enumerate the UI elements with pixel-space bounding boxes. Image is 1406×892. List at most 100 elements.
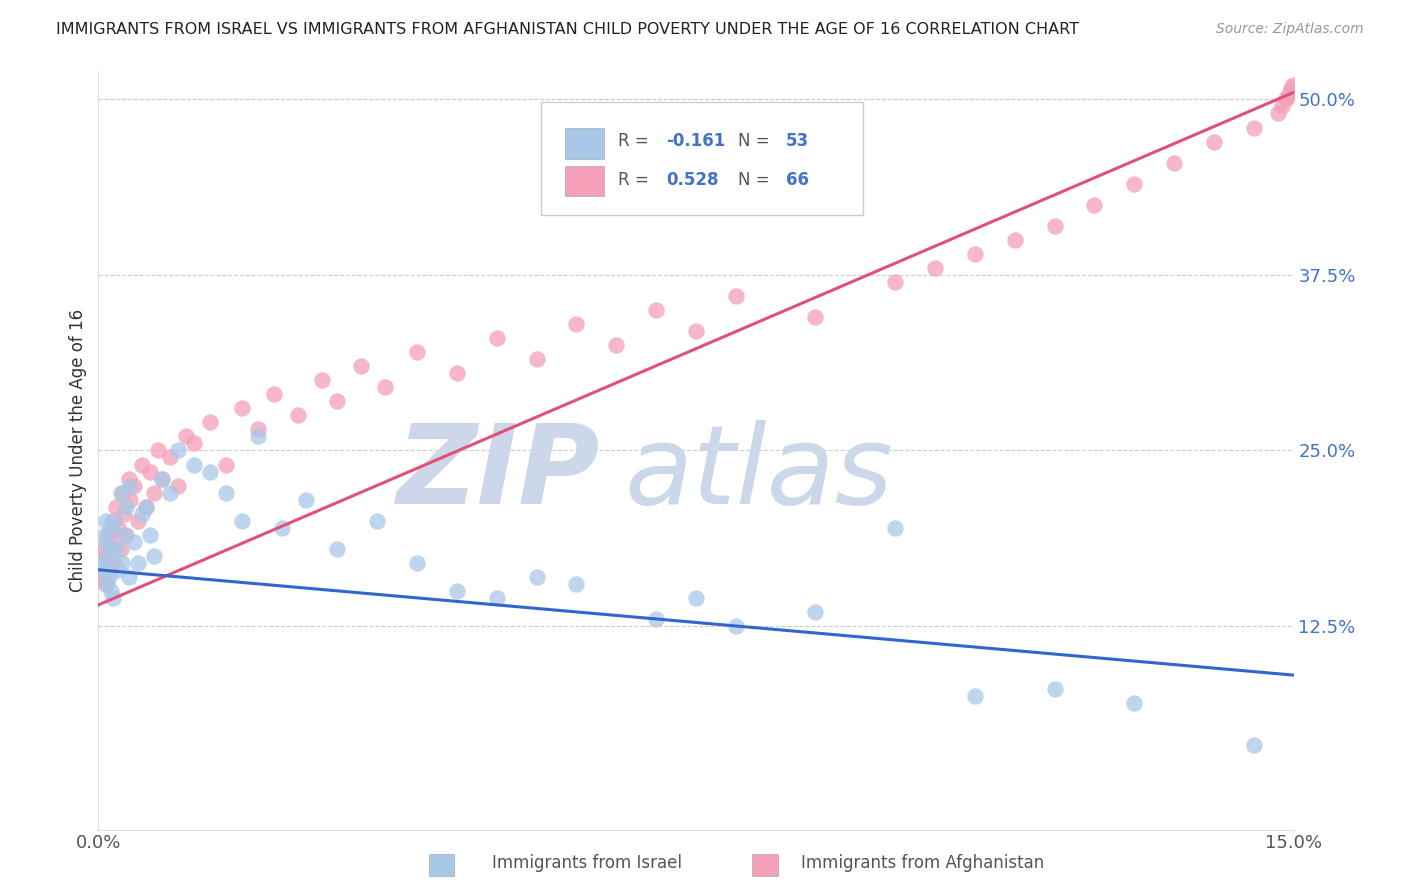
Point <box>724 619 747 633</box>
Point <box>98 563 121 577</box>
Point <box>131 507 153 521</box>
Text: ZIP: ZIP <box>396 420 600 526</box>
Point <box>91 570 114 584</box>
Point <box>139 465 162 479</box>
Point <box>167 443 190 458</box>
Point <box>485 331 508 345</box>
FancyBboxPatch shape <box>565 166 605 196</box>
Point <box>685 591 707 605</box>
Point <box>167 478 190 492</box>
Point <box>183 458 205 472</box>
Point <box>98 541 121 556</box>
Point <box>1043 682 1066 697</box>
Point <box>115 500 138 514</box>
Point <box>215 458 238 472</box>
Point <box>246 429 269 443</box>
Point <box>1163 155 1185 169</box>
Point <box>143 549 166 563</box>
Point <box>118 471 141 485</box>
Point <box>97 549 120 563</box>
Text: -0.161: -0.161 <box>666 132 725 150</box>
Point <box>94 577 117 591</box>
Point <box>326 394 349 409</box>
Point <box>1202 135 1225 149</box>
Point <box>231 514 253 528</box>
Point <box>1043 219 1066 233</box>
Point <box>118 570 141 584</box>
Point <box>1278 86 1301 100</box>
Point <box>103 514 125 528</box>
Point <box>198 465 221 479</box>
Point <box>565 317 588 331</box>
Point <box>131 458 153 472</box>
Point <box>804 310 827 324</box>
Point <box>115 527 138 541</box>
Point <box>1123 177 1146 191</box>
Point <box>645 612 668 626</box>
Point <box>1243 120 1265 135</box>
Text: N =: N = <box>738 170 775 189</box>
Point <box>526 570 548 584</box>
Point <box>605 338 627 352</box>
Point <box>1281 78 1303 93</box>
Point <box>804 605 827 619</box>
Point <box>100 583 122 598</box>
Point <box>139 527 162 541</box>
Point <box>135 500 157 514</box>
Point <box>111 485 134 500</box>
Text: R =: R = <box>619 170 654 189</box>
Point <box>101 514 124 528</box>
Point <box>110 485 132 500</box>
Point <box>120 492 142 507</box>
Point <box>294 492 316 507</box>
Point <box>446 583 468 598</box>
Point <box>406 556 429 570</box>
Point <box>724 289 747 303</box>
Point <box>1271 99 1294 113</box>
Point <box>104 500 127 514</box>
Point <box>98 521 122 535</box>
FancyBboxPatch shape <box>541 102 863 216</box>
Point <box>1274 92 1296 106</box>
Point <box>91 556 114 570</box>
Text: R =: R = <box>619 132 654 150</box>
Point <box>150 471 173 485</box>
Point <box>96 514 118 528</box>
Point <box>406 345 429 359</box>
Point <box>111 556 134 570</box>
Point <box>1243 739 1265 753</box>
Point <box>100 534 122 549</box>
Point <box>120 478 142 492</box>
Point <box>1123 696 1146 710</box>
Y-axis label: Child Poverty Under the Age of 16: Child Poverty Under the Age of 16 <box>69 309 87 592</box>
Point <box>263 387 285 401</box>
Point <box>94 534 117 549</box>
Point <box>565 577 588 591</box>
Point <box>148 443 170 458</box>
Point <box>159 450 181 465</box>
Text: N =: N = <box>738 132 775 150</box>
Point <box>366 514 388 528</box>
Point <box>311 373 333 387</box>
Point <box>112 527 135 541</box>
Point <box>884 275 907 289</box>
Text: 0.528: 0.528 <box>666 170 718 189</box>
Point <box>685 324 707 338</box>
Point <box>1083 198 1105 212</box>
Point <box>124 478 146 492</box>
Point <box>963 247 986 261</box>
Point <box>246 422 269 436</box>
Text: Source: ZipAtlas.com: Source: ZipAtlas.com <box>1216 22 1364 37</box>
Point <box>287 409 309 423</box>
Point <box>107 521 129 535</box>
Point <box>124 534 146 549</box>
Point <box>135 500 157 514</box>
Text: Immigrants from Israel: Immigrants from Israel <box>492 855 682 872</box>
Point <box>526 352 548 367</box>
Point <box>96 577 118 591</box>
Point <box>127 514 149 528</box>
Point <box>183 436 205 450</box>
Point <box>150 471 173 485</box>
Point <box>485 591 508 605</box>
Text: 66: 66 <box>786 170 808 189</box>
